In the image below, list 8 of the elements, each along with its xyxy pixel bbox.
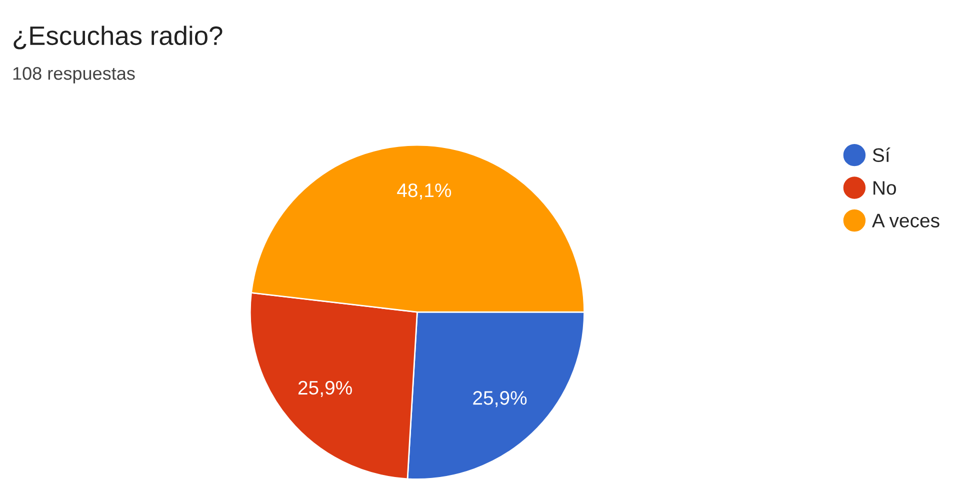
- data-label: 25,9%: [298, 380, 352, 397]
- legend-label: No: [874, 181, 896, 195]
- legend-label: Sí: [872, 148, 890, 162]
- chart-title: ¿Escuchas radio?: [14, 26, 222, 50]
- text: 108 respuestas: [13, 67, 135, 84]
- data-label: 48,1%: [397, 183, 452, 200]
- data-label: 25,9%: [473, 391, 527, 408]
- legend-label: A veces: [872, 214, 940, 228]
